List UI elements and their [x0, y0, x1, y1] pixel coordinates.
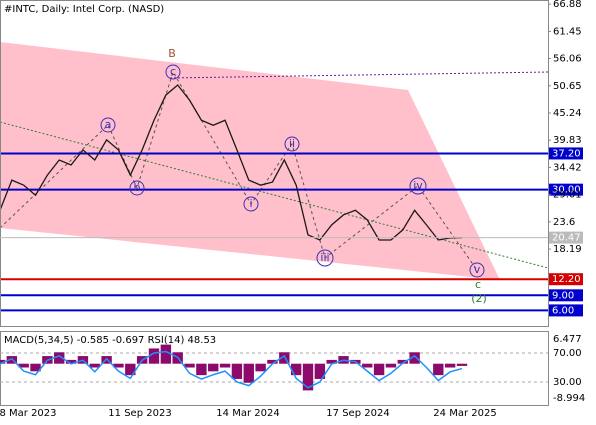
last-label: 20.47 [552, 233, 581, 244]
wave-label: iii [320, 251, 329, 264]
level-box [549, 304, 583, 317]
macd-bar [30, 363, 41, 372]
wave-label: v [474, 263, 481, 276]
y-tick-label: 39.83 [553, 135, 582, 146]
levels: 37.20 30.00 12.20 9.00 6.00 [0, 147, 583, 317]
trend-line [169, 71, 549, 79]
y-tick-label: 30.00 [553, 377, 582, 388]
level-box [549, 183, 583, 196]
x-tick-label: 24 Mar 2025 [433, 408, 496, 419]
level-box [549, 289, 583, 302]
macd-bar [6, 356, 18, 364]
y-tick-label: 18.19 [553, 244, 582, 255]
macd-bar [184, 363, 195, 368]
macd-bar [208, 363, 219, 372]
macd-bar [373, 363, 385, 376]
macd-bar [196, 363, 207, 376]
main-frame [0, 0, 549, 327]
macd-bar [89, 363, 100, 368]
trend-line [0, 121, 549, 269]
wave-label: B [168, 47, 176, 60]
macd-bar [0, 359, 6, 364]
price-line [0, 84, 463, 241]
macd-bar [397, 359, 408, 364]
macd-bar [290, 363, 302, 376]
level-box [549, 273, 583, 286]
wave-circle [100, 117, 116, 133]
macd-bar [219, 363, 231, 368]
macd-bar [314, 363, 326, 379]
macd-bar [326, 359, 337, 364]
y-tick-label: 23.6 [553, 217, 575, 228]
macd-bar [65, 359, 77, 364]
wave-label: c [475, 278, 481, 291]
indicator-frame [0, 331, 549, 406]
wave-labels: B c a b i ii iii iv v c (2) [100, 47, 487, 305]
macd-bar [125, 363, 136, 376]
wave-circle [243, 196, 259, 212]
y-tick-label: 6.477 [553, 334, 582, 345]
macd-bar [18, 363, 29, 368]
x-tick-label: 14 Mar 2024 [216, 408, 279, 419]
macd-bar [148, 348, 160, 364]
macd-bar [362, 363, 373, 368]
wave-label: (2) [471, 292, 487, 305]
indicator [0, 344, 548, 391]
y-tick-label: 34.42 [553, 162, 582, 173]
macd-bar [113, 363, 124, 368]
y-tick-label: 70.00 [553, 348, 582, 359]
level-label: 9.00 [552, 290, 574, 301]
wave-label: iv [413, 179, 423, 192]
level-label: 6.00 [552, 305, 574, 316]
level-label: 30.00 [552, 185, 581, 196]
y-tick-label: 29.01 [553, 190, 582, 201]
wave-circle [316, 249, 334, 267]
level-label: 37.20 [552, 148, 581, 159]
macd-bar [433, 363, 444, 376]
macd-bar [444, 363, 456, 368]
x-tick-label: 17 Sep 2024 [326, 408, 389, 419]
wave-path [0, 70, 478, 271]
macd-bar [409, 352, 420, 364]
level-box [549, 147, 583, 160]
macd-bar [231, 363, 243, 379]
wave-circle [284, 136, 300, 152]
macd-bar [160, 344, 172, 364]
macd-bar [302, 363, 314, 391]
wave-circle [129, 180, 145, 196]
macd-bar [54, 352, 65, 364]
x-tick-label: 11 Sep 2023 [108, 408, 171, 419]
macd-bar [456, 363, 468, 366]
wave-label: c [170, 65, 176, 78]
macd-bar [385, 363, 397, 368]
wave-circle [409, 177, 427, 195]
y-tick-label: 61.45 [553, 26, 582, 37]
y-tick-label: 50.65 [553, 81, 582, 92]
wave-circle [469, 262, 485, 278]
wave-label: a [105, 118, 112, 131]
macd-bar [255, 363, 266, 372]
macd-bar [279, 352, 290, 364]
price [0, 84, 463, 241]
level-label: 12.20 [552, 274, 581, 285]
channel [0, 42, 500, 280]
indicator-label: MACD(5,34,5) -0.585 -0.697 RSI(14) 48.53 [4, 335, 216, 346]
y-tick-label: 56.06 [553, 54, 582, 65]
y-tick-label: 45.24 [553, 108, 582, 119]
wave-label: b [134, 181, 141, 194]
macd-bar [243, 363, 254, 383]
wave-label: i [249, 197, 252, 210]
x-tick-label: 8 Mar 2023 [0, 408, 57, 419]
y-tick-label: -8.994 [553, 393, 585, 404]
y-tick-label: 66.88 [553, 0, 582, 10]
last-box [549, 231, 583, 244]
rsi-line [0, 350, 463, 389]
wave-label: ii [289, 137, 295, 150]
macd-bar [267, 359, 278, 364]
wave-circle [165, 64, 181, 80]
chart-title: #INTC, Daily: Intel Corp. (NASD) [4, 4, 164, 15]
